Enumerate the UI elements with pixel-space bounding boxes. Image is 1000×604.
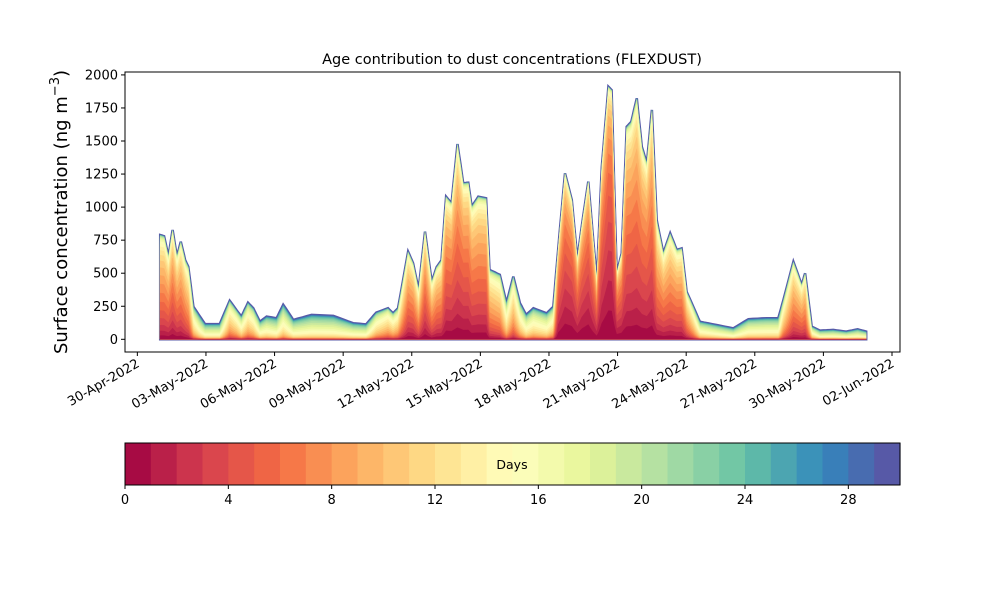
y-axis-label-main: Surface concentration (ng m — [51, 96, 72, 354]
colorbar-level-27 — [822, 443, 849, 485]
plot-frame — [124, 71, 901, 353]
colorbar-tick-label: 4 — [224, 493, 232, 508]
x-axis-ticks: 30-Apr-202203-May-202206-May-202209-May-… — [65, 352, 897, 412]
colorbar-level-17 — [564, 443, 591, 485]
colorbar-level-16 — [538, 443, 565, 485]
y-tick-label: 1250 — [85, 168, 118, 183]
y-tick-label: 1750 — [85, 101, 118, 116]
colorbar-level-9 — [357, 443, 384, 485]
colorbar-level-29 — [874, 443, 901, 485]
colorbar-level-7 — [305, 443, 333, 485]
age-band-11-12-days — [160, 102, 867, 340]
x-tick-label: 06-May-2022 — [198, 356, 280, 412]
colorbar-level-24 — [745, 443, 772, 485]
colorbar-tick-label: 20 — [633, 493, 650, 508]
y-tick-label: 250 — [93, 300, 118, 315]
colorbar-level-14 — [486, 443, 514, 485]
colorbar-level-20 — [641, 443, 669, 485]
colorbar-tick-label: 12 — [427, 493, 444, 508]
y-axis-label: Surface concentration (ng m−3) — [48, 70, 72, 354]
colorbar-level-22 — [693, 443, 720, 485]
age-band-12-13-days — [160, 98, 867, 340]
colorbar-level-15 — [512, 443, 539, 485]
colorbar-level-21 — [667, 443, 694, 485]
colorbar-tick-label: 0 — [121, 493, 129, 508]
colorbar-level-3 — [202, 443, 229, 485]
colorbar-label: Days — [496, 457, 527, 472]
stacked-age-areas — [158, 83, 868, 341]
x-tick-label: 30-May-2022 — [747, 356, 829, 412]
y-tick-label: 1500 — [85, 135, 118, 150]
colorbar-level-28 — [848, 443, 875, 485]
x-tick-label: 02-Jun-2022 — [820, 356, 897, 409]
colorbar-level-10 — [383, 443, 410, 485]
colorbar-level-4 — [228, 443, 255, 485]
colorbar-level-8 — [331, 443, 359, 485]
colorbar-level-11 — [409, 443, 436, 485]
colorbar-frame — [124, 442, 901, 486]
chart-title: Age contribution to dust concentrations … — [322, 52, 702, 68]
y-axis-label-end: ) — [51, 70, 72, 77]
age-band-5-6-days — [160, 172, 867, 340]
age-band-3-4-days — [160, 221, 867, 340]
x-tick-label: 12-May-2022 — [335, 356, 417, 412]
colorbar-tick-label: 8 — [328, 493, 336, 508]
colorbar — [125, 443, 901, 485]
colorbar-tick-label: 24 — [737, 493, 754, 508]
colorbar-level-2 — [176, 443, 204, 485]
y-tick-label: 2000 — [85, 68, 118, 83]
x-tick-label: 21-May-2022 — [541, 356, 623, 412]
colorbar-tick-label: 16 — [530, 493, 547, 508]
colorbar-level-5 — [254, 443, 281, 485]
x-tick-label: 15-May-2022 — [404, 356, 486, 412]
y-tick-label: 0 — [110, 333, 118, 348]
colorbar-level-12 — [435, 443, 462, 485]
y-axis-ticks: 0 250 500 750 1000 1250 1500 1750 2000 — [85, 68, 125, 348]
x-tick-label: 03-May-2022 — [129, 356, 211, 412]
colorbar-level-13 — [460, 443, 488, 485]
colorbar-level-18 — [590, 443, 617, 485]
y-tick-label: 500 — [93, 267, 118, 282]
colorbar-level-0 — [125, 443, 152, 485]
colorbar-level-26 — [796, 443, 824, 485]
colorbar-level-6 — [280, 443, 307, 485]
age-band-4-5-days — [160, 195, 867, 340]
colorbar-level-1 — [150, 443, 178, 485]
x-tick-label: 27-May-2022 — [678, 356, 760, 412]
x-tick-label: 09-May-2022 — [266, 356, 348, 412]
colorbar-tick-label: 28 — [840, 493, 857, 508]
colorbar-ticks: 0 4 8 12 16 20 24 28 — [121, 485, 857, 508]
y-tick-label: 750 — [93, 234, 118, 249]
y-axis-label-exponent: −3 — [48, 77, 63, 96]
age-band-0-1-days — [160, 310, 867, 340]
colorbar-level-23 — [719, 443, 746, 485]
y-tick-label: 1000 — [85, 201, 118, 216]
colorbar-level-25 — [770, 443, 798, 485]
x-tick-label: 24-May-2022 — [610, 356, 692, 412]
colorbar-level-19 — [615, 443, 643, 485]
x-tick-label: 18-May-2022 — [472, 356, 554, 412]
